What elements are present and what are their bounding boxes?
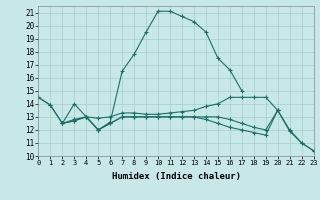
X-axis label: Humidex (Indice chaleur): Humidex (Indice chaleur) <box>111 172 241 181</box>
